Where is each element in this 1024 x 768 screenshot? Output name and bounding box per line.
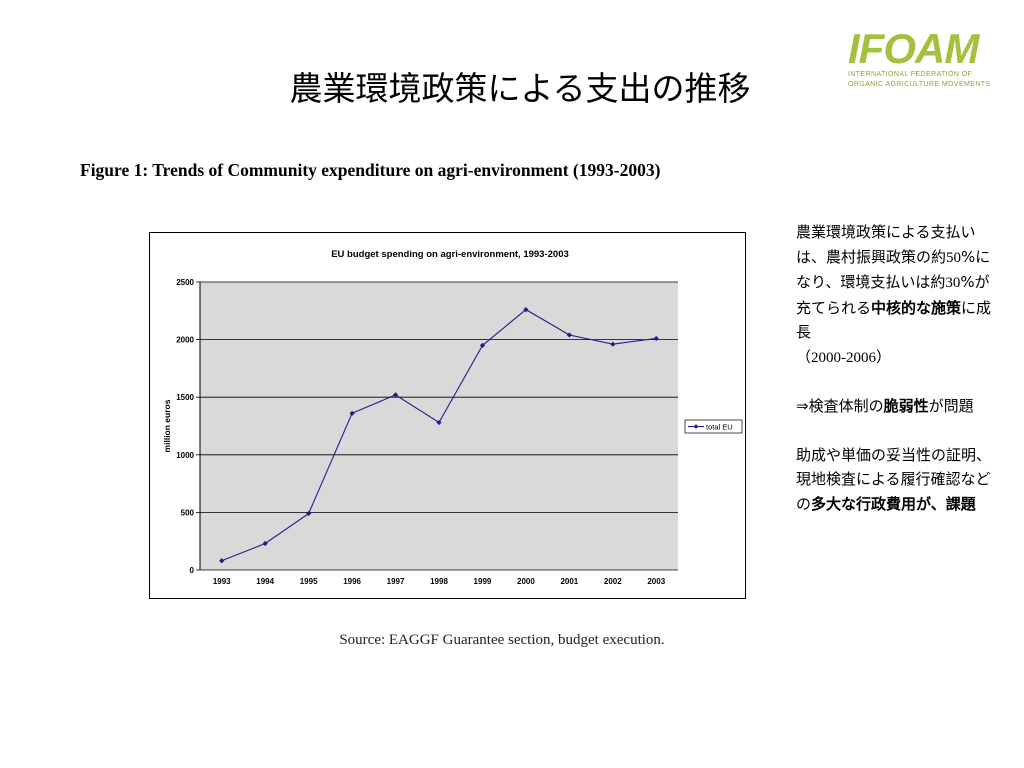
note-emphasis: 多大な行政費用が、課題 bbox=[811, 494, 976, 513]
legend-box bbox=[684, 419, 743, 434]
x-tick-label: 2003 bbox=[647, 577, 665, 586]
y-tick-label: 500 bbox=[181, 508, 195, 517]
y-axis-label: million euros bbox=[162, 399, 172, 452]
note-text: %が充てられる bbox=[796, 273, 990, 317]
note-paragraph-1: 農業環境政策による支払いは、農村振興政策の約50%になり、環境支払いは約30%が… bbox=[796, 220, 996, 370]
note-emphasis: 脆弱性 bbox=[883, 397, 929, 415]
chart-frame: EU budget spending on agri-environment, … bbox=[149, 232, 746, 599]
y-tick-label: 1000 bbox=[176, 451, 194, 460]
figure-title: Figure 1: Trends of Community expenditur… bbox=[80, 160, 661, 180]
line-chart: EU budget spending on agri-environment, … bbox=[162, 249, 743, 586]
data-point bbox=[436, 419, 442, 426]
x-tick-label: 1996 bbox=[343, 577, 361, 586]
data-point bbox=[262, 540, 268, 547]
x-tick-label: 2001 bbox=[560, 577, 578, 586]
data-point bbox=[523, 307, 529, 313]
note-paragraph-3: 助成や単価の妥当性の証明、現地検査による履行確認などの多大な行政費用が、課題 bbox=[796, 443, 996, 517]
logo-wordmark: IFOAM bbox=[848, 25, 979, 72]
figure-source: Source: EAGGF Guarantee section, budget … bbox=[339, 632, 665, 648]
legend: total EU bbox=[684, 419, 743, 434]
note-number: 50 bbox=[946, 249, 962, 266]
note-text: 農業環境政策による支払いは、農村振興政策の約 bbox=[796, 223, 976, 266]
data-point bbox=[610, 341, 616, 347]
x-tick-label: 1993 bbox=[213, 577, 231, 586]
x-tick-label: 2002 bbox=[604, 577, 622, 586]
x-tick-label: 1994 bbox=[256, 577, 274, 586]
side-notes: 農業環境政策による支払いは、農村振興政策の約50%になり、環境支払いは約30%が… bbox=[796, 220, 996, 540]
note-text: ⇒検査体制の bbox=[796, 397, 884, 415]
logo-line-1: INTERNATIONAL FEDERATION OF bbox=[848, 71, 973, 78]
y-tick-label: 2000 bbox=[176, 336, 194, 345]
data-point bbox=[653, 335, 659, 342]
x-tick-label: 1997 bbox=[387, 577, 405, 586]
note-text: %になり、環境支払いは約 bbox=[796, 247, 991, 292]
plot-area bbox=[200, 282, 678, 570]
data-point bbox=[219, 558, 225, 564]
data-point bbox=[566, 332, 572, 338]
note-paragraph-2: ⇒検査体制の脆弱性が問題 bbox=[796, 394, 996, 419]
note-emphasis: 中核的な施策 bbox=[871, 298, 962, 317]
x-tick-label: 1999 bbox=[474, 577, 492, 586]
x-tick-label: 1995 bbox=[300, 577, 318, 586]
note-text: に成長 bbox=[796, 298, 992, 342]
chart-title: EU budget spending on agri-environment, … bbox=[331, 249, 569, 260]
x-tick-label: 2000 bbox=[517, 577, 535, 586]
data-point bbox=[306, 510, 312, 517]
note-number: 30 bbox=[945, 275, 961, 291]
y-tick-label: 2500 bbox=[176, 278, 194, 287]
legend-label: total EU bbox=[706, 423, 733, 432]
y-tick-label: 0 bbox=[190, 566, 195, 575]
y-tick-label: 1500 bbox=[176, 393, 194, 402]
x-tick-label: 1998 bbox=[430, 577, 448, 586]
slide-title: 農業環境政策による支出の推移 bbox=[289, 69, 751, 108]
note-text: が問題 bbox=[928, 397, 974, 415]
note-period: （2000-2006） bbox=[796, 349, 891, 366]
note-text: 助成や単価の妥当性の証明、現地検査による履行確認などの bbox=[796, 445, 992, 513]
ifoam-logo: IFOAM INTERNATIONAL FEDERATION OF ORGANI… bbox=[848, 28, 1000, 96]
logo-line-2: ORGANIC AGRICULTURE MOVEMENTS bbox=[848, 81, 991, 88]
